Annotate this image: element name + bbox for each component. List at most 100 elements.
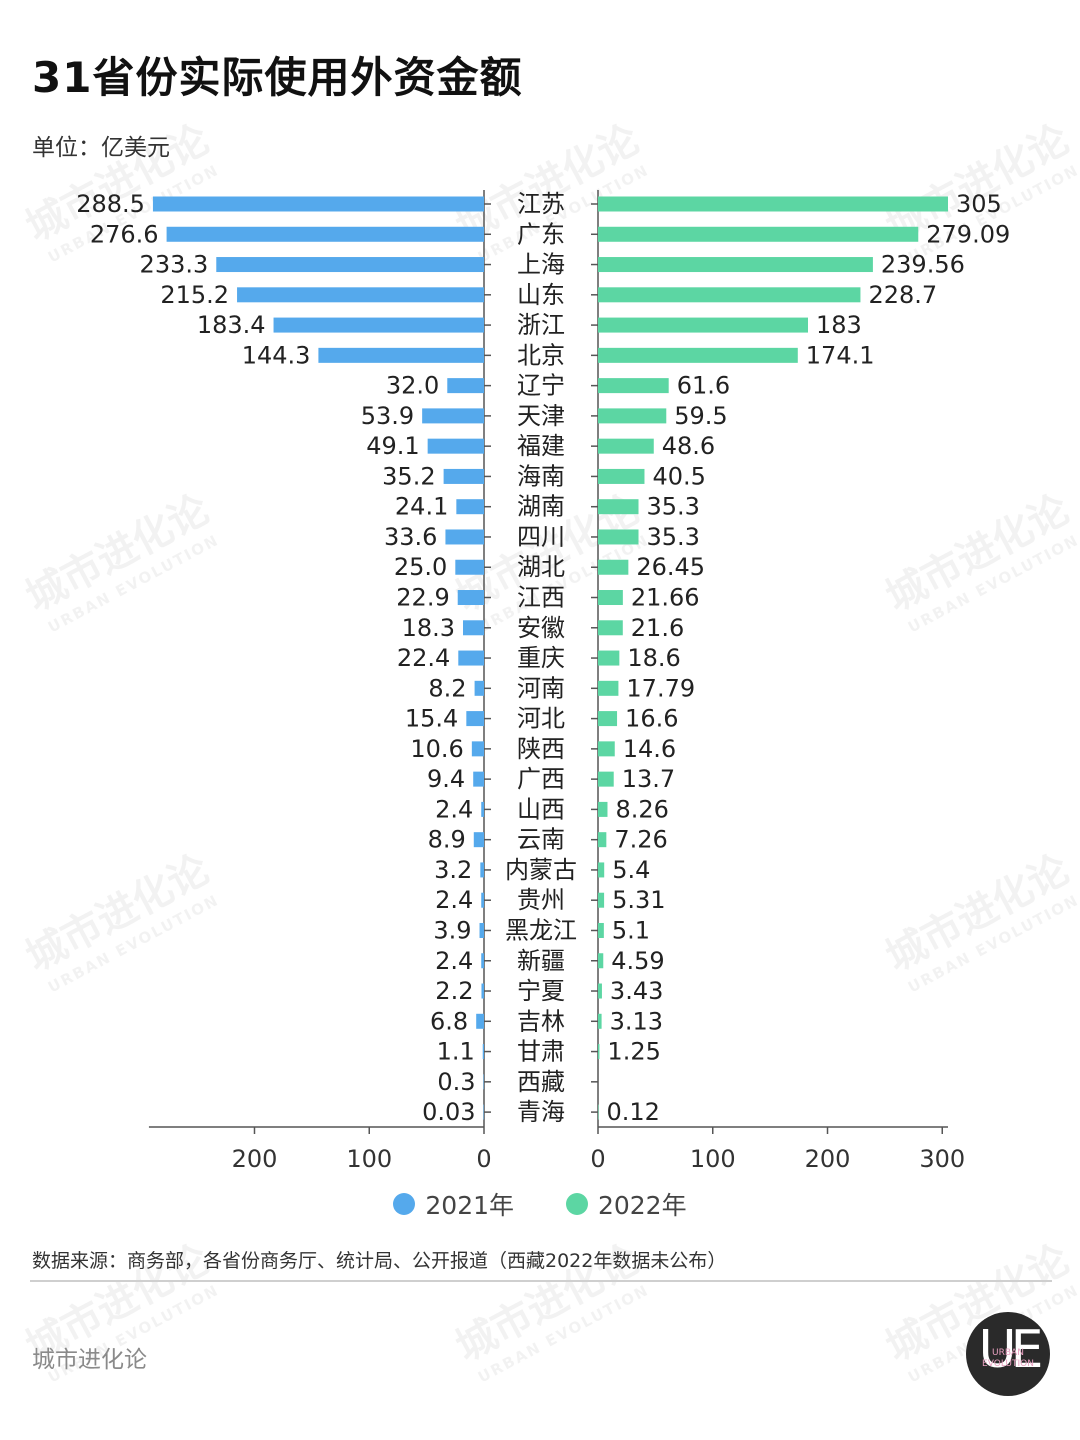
bar-2021 [166,226,485,242]
bar-2022 [598,922,604,938]
data-label-2022: 21.66 [631,584,700,612]
data-label-2021: 2.2 [435,977,473,1005]
data-label-2022: 7.26 [614,826,667,854]
category-label: 安徽 [517,614,565,642]
data-label-2022: 8.26 [615,795,668,823]
data-label-2022: 35.3 [647,523,700,551]
data-label-2021: 32.0 [386,372,439,400]
bar-2021 [237,287,484,303]
bar-2022 [598,347,798,363]
bar-2022 [598,408,667,424]
bar-2022 [598,378,669,394]
bar-2021 [473,832,484,848]
data-label-2021: 15.4 [405,705,458,733]
chart-title: 31省份实际使用外资金额 [32,53,523,102]
data-label-2022: 5.4 [612,856,650,884]
footer-divider [30,1280,1052,1282]
category-label: 江西 [517,584,565,612]
bar-2022 [598,196,948,212]
data-label-2022: 3.13 [610,1007,663,1035]
data-label-2021: 0.03 [422,1098,475,1126]
left-x-tick-label: 100 [346,1145,392,1173]
bar-2021 [481,892,484,908]
bar-2022 [598,771,614,787]
bar-2021 [471,741,484,757]
data-label-2022: 5.31 [612,886,665,914]
data-label-2021: 2.4 [435,947,473,975]
legend-swatch-2022 [565,1193,588,1215]
data-label-2021: 0.3 [437,1068,475,1096]
data-label-2021: 53.9 [361,402,414,430]
data-label-2021: 49.1 [366,432,419,460]
bar-2022 [598,801,608,817]
category-label: 山东 [517,281,565,309]
data-label-2021: 22.4 [397,644,450,672]
legend-swatch-2021 [393,1193,416,1215]
data-label-2021: 6.8 [430,1007,468,1035]
category-label: 湖北 [517,553,565,581]
category-label: 重庆 [517,644,565,672]
bar-2022 [598,680,619,696]
data-label-2021: 9.4 [427,765,465,793]
bar-2021 [474,680,484,696]
data-label-2022: 174.1 [806,341,875,369]
data-label-2022: 239.56 [881,251,965,279]
bar-2021 [481,801,484,817]
bar-2021 [481,953,484,969]
brand-logo: UE URBAN EVOLUTION [966,1312,1050,1396]
category-label: 四川 [517,523,565,551]
brand-name: 城市进化论 [32,1347,147,1373]
data-label-2022: 0.12 [607,1098,660,1126]
category-label: 山西 [517,795,565,823]
data-label-2022: 48.6 [662,432,715,460]
bar-2022 [598,741,615,757]
category-label: 河南 [517,674,565,702]
data-label-2021: 8.2 [428,674,466,702]
bar-2021 [483,1104,484,1120]
category-label: 浙江 [517,311,565,339]
data-label-2022: 4.59 [611,947,664,975]
source-note: 数据来源：商务部，各省份商务厅、统计局、公开报道（西藏2022年数据未公布） [32,1250,727,1272]
data-label-2021: 2.4 [435,886,473,914]
bar-2021 [481,983,484,999]
data-label-2021: 24.1 [395,493,448,521]
bar-2022 [598,317,808,333]
data-label-2021: 35.2 [382,462,435,490]
bar-2022 [598,1104,599,1120]
data-label-2021: 276.6 [90,220,159,248]
data-label-2021: 18.3 [402,614,455,642]
bar-2021 [455,559,484,575]
category-label: 上海 [517,251,565,279]
category-label: 天津 [517,402,565,430]
bar-2021 [273,317,484,333]
bar-2022 [598,983,602,999]
category-label: 贵州 [517,886,565,914]
legend-item-2021: 2021年 [393,1186,514,1222]
unit-label: 单位：亿美元 [32,135,170,161]
data-label-2022: 18.6 [627,644,680,672]
category-label: 西藏 [517,1068,565,1096]
category-label: 云南 [517,826,565,854]
right-x-tick-label: 0 [590,1145,605,1173]
bar-2021 [482,1044,484,1060]
bar-2021 [457,590,484,606]
bar-2021 [476,1013,484,1029]
category-label: 河北 [517,705,565,733]
category-label: 宁夏 [517,977,565,1005]
bar-2022 [598,468,645,484]
data-label-2021: 183.4 [197,311,266,339]
bar-2021 [422,408,484,424]
bar-2022 [598,438,654,454]
bar-2022 [598,862,605,878]
data-label-2021: 233.3 [140,251,209,279]
category-label: 福建 [517,432,565,460]
bar-2022 [598,559,629,575]
category-label: 青海 [517,1098,565,1126]
data-label-2021: 8.9 [428,826,466,854]
bar-2021 [466,711,484,727]
bar-2021 [458,650,484,666]
bar-2021 [483,1074,484,1090]
data-label-2021: 22.9 [396,584,449,612]
data-label-2022: 183 [816,311,862,339]
data-label-2022: 35.3 [647,493,700,521]
